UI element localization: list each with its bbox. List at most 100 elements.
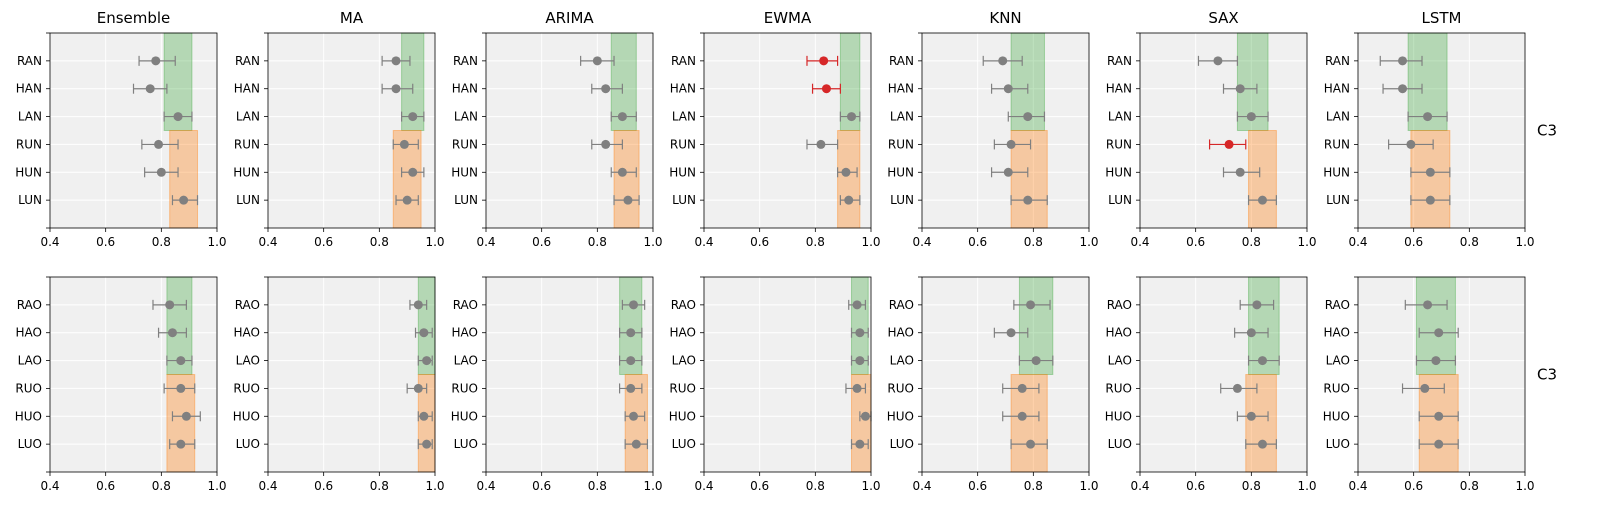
data-point-ruo [1002,383,1040,394]
point-marker [165,300,175,310]
point-marker [1246,328,1256,338]
x-tick-label: 0.6 [314,235,333,249]
data-point-han [132,83,168,94]
data-point-hao [850,327,869,338]
x-tick-label: 0.4 [40,479,59,493]
x-tick-label: 0.4 [694,479,713,493]
panel-frame [703,276,872,473]
data-point-ruo [406,383,428,394]
x-tick-label: 1.0 [1515,479,1534,493]
point-marker [821,84,831,94]
orange-band [1010,374,1048,473]
y-tick-label: HAO [1106,326,1132,340]
point-marker [626,328,636,338]
panel-ma-row2: RAO HAO LAO RUO HUO LUO 0.4 0.6 0.8 1.0 [233,276,445,493]
data-point-hun [610,167,637,178]
y-tick-label: HAO [234,326,260,340]
y-tick-label: LUO [890,437,914,451]
y-tick-label: HUN [887,165,914,179]
y-tick-label: LUN [236,193,260,207]
y-tick-label: HUN [451,165,478,179]
point-marker [1420,383,1430,393]
y-tick-label: LAO [890,354,914,368]
data-point-ran [982,55,1023,66]
data-point-ruo [1220,383,1258,394]
data-point-han [1222,83,1258,94]
y-tick-label: LUN [890,193,914,207]
orange-band [1248,130,1277,229]
y-tick-label: HAN [670,82,696,96]
row-label: C3 [1537,366,1557,384]
y-tick-label: HUO [1105,409,1132,423]
data-point-hao [157,327,187,338]
y-tick-label: HUO [887,409,914,423]
x-tick-label: 1.0 [207,479,226,493]
data-point-lan [163,111,193,122]
x-tick-label: 0.4 [1130,235,1149,249]
data-point-lun [171,195,199,206]
x-tick-label: 0.6 [96,479,115,493]
point-marker [1431,356,1441,366]
y-tick-label: HAN [452,82,478,96]
point-marker [1406,139,1416,149]
y-tick-label: LUN [1108,193,1132,207]
y-tick-label: RAN [235,54,260,68]
point-marker [408,167,418,177]
data-point-luo [1245,439,1277,450]
data-point-lun [1010,195,1048,206]
y-tick-label: RAN [889,54,914,68]
data-point-hao [993,327,1029,338]
data-point-ruo [845,383,867,394]
y-tick-label: RAN [671,54,696,68]
panel-ensemble-row2: RAO HAO LAO RUO HUO LUO 0.4 0.6 0.8 1.0 [15,276,227,493]
y-tick-label: LUO [672,437,696,451]
panel-frame [1139,276,1308,473]
x-tick-label: 0.8 [370,479,389,493]
panel-title: SAX [1208,9,1238,27]
panel-title: Ensemble [97,9,171,27]
data-point-huo [1002,411,1040,422]
point-marker [1023,112,1033,122]
y-tick-label: LAO [1326,354,1350,368]
y-tick-label: HAO [1324,326,1350,340]
y-tick-label: HUN [15,165,42,179]
point-marker [145,84,155,94]
panel-knn-row2: RAO HAO LAO RUO HUO LUO 0.4 0.6 0.8 1.0 [887,276,1099,493]
y-tick-label: RAO [1325,298,1350,312]
y-tick-label: LUO [454,437,478,451]
point-marker [844,195,854,205]
panel-frame [267,276,436,473]
data-point-rao [621,299,646,310]
x-tick-label: 0.8 [152,479,171,493]
data-point-han [591,83,623,94]
y-tick-label: HAO [888,326,914,340]
panel-frame [485,276,654,473]
data-point-lun [1247,195,1277,206]
data-point-ran [580,55,615,66]
data-point-run [806,139,839,150]
data-point-han [1382,83,1423,94]
data-point-rao [1239,299,1275,310]
x-tick-label: 1.0 [1297,235,1316,249]
x-tick-label: 0.6 [750,235,769,249]
point-marker [855,328,865,338]
panel-frame [49,276,218,473]
y-tick-label: LAN [1326,110,1350,124]
y-tick-label: RUO [1105,381,1132,395]
x-tick-label: 0.8 [1242,479,1261,493]
x-tick-label: 1.0 [207,235,226,249]
point-marker [413,383,423,393]
point-marker [1232,383,1242,393]
y-tick-label: LAO [236,354,260,368]
y-tick-label: RUO [1323,381,1350,395]
orange-band [169,130,199,229]
x-tick-label: 1.0 [861,235,880,249]
y-tick-label: RUN [234,137,260,151]
point-marker [1423,300,1433,310]
data-point-ran [1379,55,1423,66]
x-tick-label: 0.8 [806,235,825,249]
data-point-hao [1234,327,1269,338]
point-marker [1398,84,1408,94]
panel-ewma-row1: RAN HAN LAN RUN HUN LUN 0.4 0.6 0.8 1.0 EWMA [669,9,880,249]
y-tick-label: RAN [17,54,42,68]
